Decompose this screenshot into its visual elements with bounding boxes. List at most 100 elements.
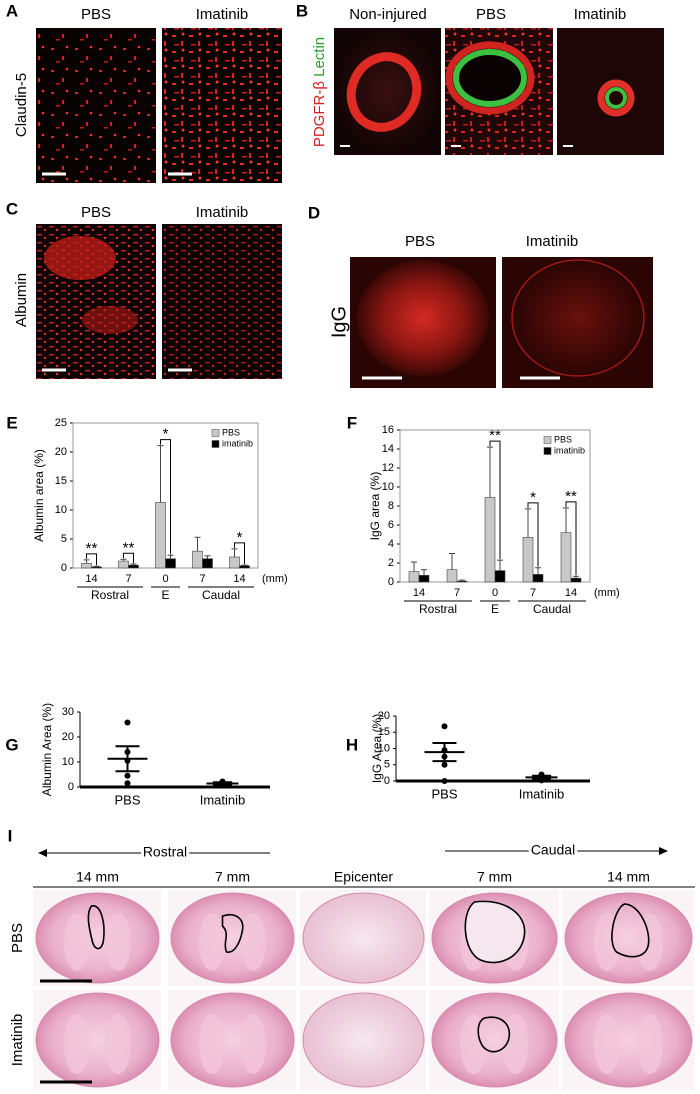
bar (118, 560, 129, 569)
column-label: Imatinib (574, 6, 627, 23)
panel-label: H (346, 735, 358, 754)
y-tick-label: 8 (388, 500, 394, 512)
legend-swatch (543, 436, 552, 444)
error-bar (563, 507, 569, 533)
panel-label: G (5, 735, 18, 754)
x-tick-label: 14 (565, 587, 577, 599)
x-tick-label: Imatinib (519, 786, 565, 801)
bar (81, 563, 92, 569)
error-bar (204, 555, 211, 559)
error-bar (432, 741, 457, 763)
bar (446, 569, 458, 583)
x-tick-label: 7 (454, 587, 460, 599)
y-tick-label: 15 (378, 726, 390, 738)
row-label: Albumin (13, 273, 30, 327)
group-label: E (161, 588, 169, 602)
y-tick-label: 12 (382, 462, 394, 474)
y-tick-label: 20 (55, 446, 67, 458)
error-bar (241, 564, 248, 566)
row-label: IgG (328, 306, 350, 338)
arrow-head (38, 849, 47, 857)
panel-label: F (347, 413, 357, 432)
vessel (445, 41, 535, 115)
bar (532, 574, 544, 583)
legend-label: imatinib (222, 438, 253, 448)
grey-matter (63, 1014, 90, 1074)
bar (408, 571, 420, 583)
bar (155, 502, 166, 569)
bar (494, 570, 506, 583)
row-label-green: Lectin (311, 37, 328, 77)
x-unit: (mm) (594, 587, 620, 599)
error-bar (167, 554, 174, 559)
x-tick-label: 14 (413, 587, 425, 599)
column-label: 14 mm (607, 869, 650, 885)
group-label: Caudal (533, 602, 571, 616)
data-point (441, 778, 448, 784)
group-label: Rostral (419, 602, 457, 616)
tissue-section (302, 992, 425, 1088)
column-label: PBS (81, 6, 111, 23)
error-bar (421, 569, 427, 576)
data-point (124, 772, 131, 779)
error-bar (157, 445, 164, 503)
error-bar (487, 446, 493, 498)
legend-label: PBS (554, 434, 572, 444)
error-bar (212, 781, 233, 786)
data-point (124, 719, 131, 726)
row-label: Imatinib (9, 1014, 26, 1067)
micrograph-signal (44, 236, 116, 280)
tissue-section (170, 892, 295, 984)
x-tick-label: 7 (199, 573, 205, 585)
y-axis-label: IgG area (%) (368, 472, 382, 541)
tissue-section (35, 992, 160, 1088)
y-tick-label: 10 (378, 742, 390, 754)
error-bar (130, 563, 137, 566)
x-tick-label: 14 (233, 573, 245, 585)
group-label: E (491, 602, 499, 616)
row-label: PDGFR-β Lectin (311, 37, 328, 147)
bar (192, 550, 203, 569)
column-label: 7 mm (477, 869, 512, 885)
y-tick-label: 0 (68, 781, 74, 793)
y-tick-label: 0 (61, 562, 67, 574)
direction-label: Caudal (531, 842, 575, 858)
tissue-section (564, 992, 693, 1088)
x-tick-label: PBS (431, 786, 457, 801)
significance-label: ** (123, 539, 135, 556)
panel-label: B (296, 1, 308, 20)
lesion-outline (87, 905, 105, 950)
legend-swatch (211, 429, 220, 437)
bar (239, 565, 250, 569)
row-label: Claudin-5 (13, 73, 30, 137)
x-unit: (mm) (262, 573, 288, 585)
grey-matter (105, 1014, 132, 1074)
bar (484, 497, 496, 583)
bar (229, 556, 240, 569)
error-bar (497, 559, 503, 571)
error-bar (525, 508, 531, 538)
data-point (124, 780, 131, 787)
column-label: Epicenter (334, 869, 393, 885)
y-tick-label: 10 (62, 756, 74, 768)
significance-bracket (86, 553, 97, 566)
bar (128, 564, 139, 569)
x-tick-label: Imatinib (200, 792, 246, 807)
column-label: PBS (81, 204, 111, 221)
y-tick-label: 14 (382, 443, 394, 455)
significance-label: ** (489, 427, 501, 444)
row-label: PBS (9, 923, 26, 953)
legend-label: PBS (222, 427, 240, 437)
grey-matter (198, 1014, 225, 1074)
y-tick-label: 10 (55, 504, 67, 516)
column-label: Imatinib (196, 204, 249, 221)
y-tick-label: 2 (388, 557, 394, 569)
micrograph-signal (162, 28, 282, 183)
lesion-outline (611, 903, 650, 958)
panel-label: E (6, 413, 17, 432)
grey-matter (198, 913, 225, 971)
error-bar (531, 774, 552, 781)
column-label: Imatinib (526, 233, 579, 250)
